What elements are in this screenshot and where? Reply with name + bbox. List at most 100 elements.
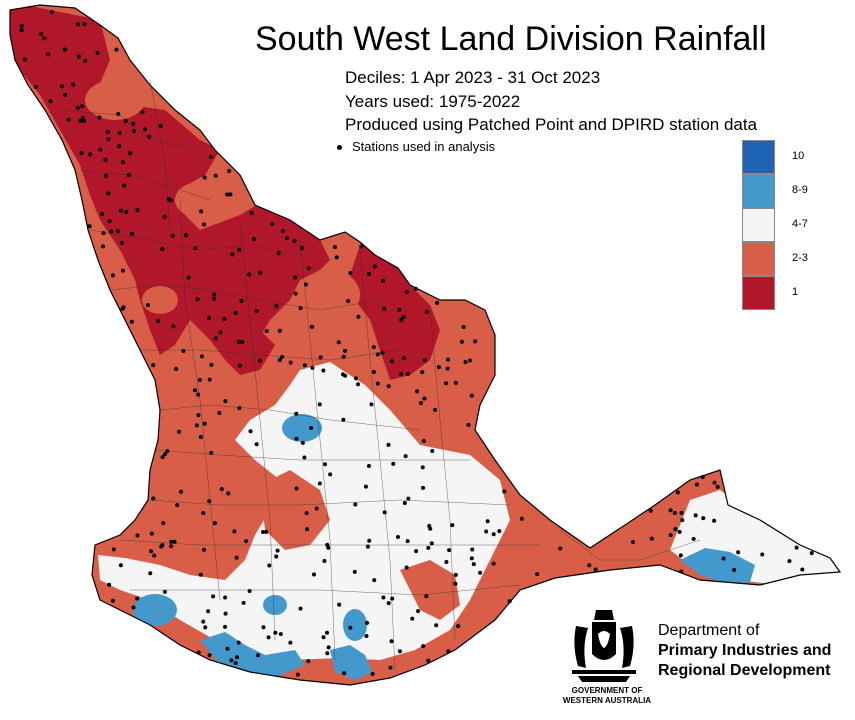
station-marker [343, 348, 348, 353]
station-marker [649, 536, 654, 541]
legend-swatch [742, 242, 775, 276]
station-marker [809, 551, 814, 556]
station-marker [311, 572, 316, 577]
station-marker [50, 9, 55, 14]
station-marker [201, 511, 206, 516]
station-marker [270, 221, 275, 226]
station-marker [46, 52, 51, 57]
station-marker [715, 484, 720, 489]
station-marker [261, 625, 266, 630]
station-marker [87, 224, 92, 229]
station-marker [535, 572, 540, 577]
station-marker [453, 581, 458, 586]
station-marker [42, 36, 47, 41]
station-marker [300, 440, 305, 445]
station-marker [332, 245, 337, 250]
station-marker [149, 531, 154, 536]
station-marker [126, 173, 131, 178]
station-marker [207, 377, 212, 382]
station-marker [631, 540, 636, 545]
station-marker [115, 229, 120, 234]
decile-2-3-pocket [85, 80, 145, 120]
station-marker [410, 616, 415, 621]
station-marker [228, 192, 233, 197]
station-marker [109, 229, 114, 234]
station-marker [428, 526, 433, 531]
station-marker [236, 340, 241, 345]
station-marker [386, 384, 391, 389]
station-marker [114, 47, 119, 52]
station-marker [202, 175, 207, 180]
station-marker [404, 289, 409, 294]
station-marker [151, 363, 156, 368]
station-marker [367, 271, 372, 276]
station-marker [193, 246, 198, 251]
station-marker [277, 358, 282, 363]
station-marker [120, 268, 125, 273]
station-marker [223, 399, 228, 404]
station-marker [118, 208, 123, 213]
station-marker [471, 562, 476, 567]
station-marker [459, 339, 464, 344]
station-marker [421, 644, 426, 649]
station-marker [244, 539, 249, 544]
station-marker [507, 599, 512, 604]
station-marker [209, 450, 214, 455]
station-marker [356, 314, 361, 319]
station-marker [161, 521, 166, 526]
station-marker [241, 600, 246, 605]
station-marker [169, 539, 174, 544]
station-marker [223, 595, 228, 600]
station-marker [183, 233, 188, 238]
station-marker [145, 303, 150, 308]
station-marker [386, 601, 391, 606]
station-marker [257, 358, 262, 363]
station-marker [397, 307, 402, 312]
station-marker [336, 340, 341, 345]
station-marker [469, 556, 474, 561]
coat-of-arms-icon [572, 610, 636, 682]
government-line-1: GOVERNMENT OF [571, 686, 643, 695]
station-marker [365, 544, 370, 549]
station-marker [680, 518, 685, 523]
station-marker [466, 423, 471, 428]
department-name: Department of Primary Industries and Reg… [658, 622, 831, 680]
station-marker [445, 366, 450, 371]
station-marker [179, 489, 184, 494]
station-marker [701, 516, 706, 521]
station-marker [106, 191, 111, 196]
station-marker [691, 536, 696, 541]
station-marker [371, 345, 376, 350]
station-marker [298, 306, 303, 311]
decile-2-3-intrusion [260, 470, 330, 550]
station-marker [160, 247, 165, 252]
legend-label: 1 [792, 286, 799, 298]
station-marker [171, 324, 176, 329]
station-marker [148, 571, 153, 576]
station-marker [223, 611, 228, 616]
station-marker [304, 511, 309, 516]
decile-8-9-region [282, 414, 322, 442]
station-marker [254, 308, 259, 313]
station-marker [406, 496, 411, 501]
station-marker [712, 480, 717, 485]
station-marker [274, 303, 279, 308]
station-marker [415, 389, 420, 394]
station-marker [294, 486, 299, 491]
station-marker [48, 99, 53, 104]
station-marker [62, 47, 67, 52]
station-marker [98, 147, 103, 152]
station-marker [129, 319, 134, 324]
station-marker [255, 653, 260, 658]
station-marker [276, 251, 281, 256]
station-marker [389, 359, 394, 364]
station-marker [198, 572, 203, 577]
station-marker [321, 635, 326, 640]
station-marker [186, 275, 191, 280]
station-marker [82, 22, 87, 27]
station-marker [721, 556, 726, 561]
station-marker [469, 393, 474, 398]
station-marker [240, 340, 245, 345]
station-marker [135, 533, 140, 538]
station-marker [218, 330, 223, 335]
